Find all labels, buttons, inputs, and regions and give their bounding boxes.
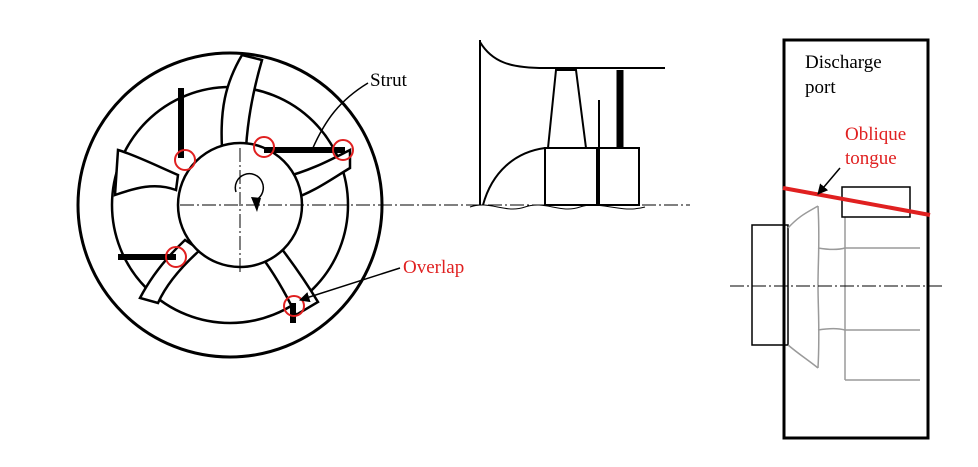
overlap-marker xyxy=(332,139,354,161)
discharge-label-line1: Discharge xyxy=(805,52,882,73)
strut-leader xyxy=(311,82,369,151)
break-line xyxy=(469,204,646,210)
overlap-marker xyxy=(165,246,187,268)
blade-profile xyxy=(546,69,588,149)
hub-block-2 xyxy=(598,147,640,206)
rotation-arrowhead-icon xyxy=(251,197,261,212)
overlap-leader xyxy=(298,267,401,303)
hub-block-1 xyxy=(544,147,598,206)
oblique-label-line1: Oblique xyxy=(845,124,906,145)
side-view xyxy=(469,40,665,210)
strut-label: Strut xyxy=(370,70,408,91)
impeller-blades xyxy=(113,53,352,317)
overlap-markers xyxy=(165,136,354,317)
oblique-label-line2: tongue xyxy=(845,148,897,169)
overlap-marker xyxy=(174,149,196,171)
inlet-stub xyxy=(751,224,789,346)
casing-box xyxy=(782,38,930,440)
overlap-marker xyxy=(283,295,305,317)
discharge-label-line2: port xyxy=(805,77,836,98)
shroud-curve xyxy=(479,41,665,69)
blade-top xyxy=(220,53,264,150)
overlap-label: Overlap xyxy=(403,257,464,278)
discharge-view xyxy=(730,38,945,440)
tongue-leader xyxy=(817,167,841,195)
rotation-arrow-icon xyxy=(234,172,265,201)
hub-curve xyxy=(482,147,546,206)
blade-left xyxy=(113,148,180,197)
oblique-tongue-line xyxy=(782,186,931,217)
overlap-marker xyxy=(253,136,275,158)
front-view xyxy=(76,51,690,359)
impeller-outline xyxy=(787,205,920,381)
